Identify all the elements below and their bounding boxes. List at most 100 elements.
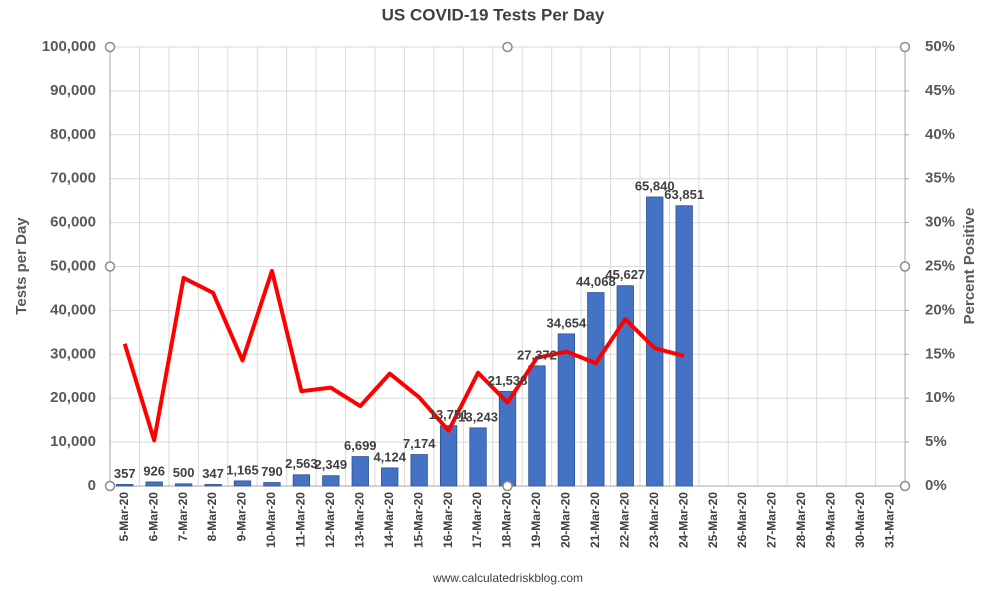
data-label: 63,851 (664, 187, 704, 202)
x-tick-label: 21-Mar-20 (588, 492, 602, 548)
bar (263, 482, 281, 487)
data-label: 34,654 (547, 315, 588, 330)
bar (557, 333, 576, 487)
y2-axis-title: Percent Positive (961, 208, 978, 325)
x-tick-label: 17-Mar-20 (470, 492, 484, 548)
y2-tick-label: 15% (925, 345, 955, 362)
bar (292, 474, 311, 487)
y-tick-label: 50,000 (50, 257, 96, 274)
selection-handle (899, 261, 911, 272)
x-tick-label: 12-Mar-20 (323, 492, 337, 548)
bar (204, 484, 222, 487)
x-tick-label: 29-Mar-20 (824, 492, 838, 548)
bar (439, 425, 458, 487)
bar (233, 480, 252, 487)
bar (587, 292, 605, 487)
selection-handle (502, 480, 513, 492)
x-tick-label: 13-Mar-20 (352, 492, 366, 548)
bar (145, 481, 163, 487)
bar (174, 483, 193, 487)
y2-tick-label: 40% (925, 126, 955, 143)
x-tick-label: 27-Mar-20 (765, 492, 779, 548)
x-tick-label: 30-Mar-20 (853, 492, 867, 548)
x-tick-label: 31-Mar-20 (882, 492, 896, 548)
y2-tick-label: 20% (925, 301, 955, 318)
bar (528, 365, 546, 487)
selection-handle (899, 41, 911, 53)
data-label: 13,751 (429, 407, 469, 422)
bar (351, 456, 369, 487)
y-tick-label: 0 (88, 477, 96, 494)
x-tick-label: 6-Mar-20 (146, 492, 160, 542)
x-tick-label: 14-Mar-20 (382, 492, 396, 548)
data-label: 2,349 (315, 457, 348, 472)
x-tick-label: 28-Mar-20 (794, 492, 808, 548)
selection-handle (104, 41, 116, 53)
x-tick-label: 22-Mar-20 (617, 492, 631, 548)
x-tick-label: 18-Mar-20 (500, 492, 514, 548)
y2-tick-label: 10% (925, 389, 955, 406)
x-tick-label: 15-Mar-20 (411, 492, 425, 548)
bar (675, 205, 693, 487)
x-tick-label: 24-Mar-20 (676, 492, 690, 548)
data-label: 7,174 (403, 436, 436, 451)
x-tick-label: 25-Mar-20 (706, 492, 720, 548)
data-label: 926 (143, 463, 165, 478)
data-label: 6,699 (344, 438, 377, 453)
y-tick-label: 60,000 (50, 214, 96, 231)
y2-tick-label: 25% (925, 257, 955, 274)
bar (498, 391, 517, 487)
source: www.calculatedriskblog.com (432, 571, 583, 585)
y2-tick-label: 30% (925, 214, 955, 231)
x-tick-label: 23-Mar-20 (647, 492, 661, 548)
bar (616, 285, 634, 487)
y-tick-label: 10,000 (50, 433, 96, 450)
y2-tick-label: 0% (925, 477, 947, 494)
data-label: 2,563 (285, 456, 318, 471)
x-tick-label: 20-Mar-20 (559, 492, 573, 548)
y-tick-label: 20,000 (50, 389, 96, 406)
x-tick-label: 19-Mar-20 (529, 492, 543, 548)
x-tick-label: 11-Mar-20 (294, 492, 308, 548)
y2-tick-label: 50% (925, 38, 955, 55)
selection-handle (104, 261, 116, 272)
data-label: 21,538 (488, 373, 528, 388)
bar (410, 454, 428, 487)
y2-tick-label: 35% (925, 170, 955, 187)
data-label: 65,840 (635, 178, 675, 193)
data-label: 357 (114, 466, 136, 481)
y-tick-label: 80,000 (50, 126, 96, 143)
y-tick-label: 40,000 (50, 301, 96, 318)
x-tick-label: 10-Mar-20 (264, 492, 278, 548)
data-label: 45,627 (605, 267, 645, 282)
data-label: 27,372 (517, 347, 557, 362)
y2-tick-label: 5% (925, 433, 947, 450)
data-label: 44,068 (576, 274, 616, 289)
x-tick-label: 16-Mar-20 (441, 492, 455, 548)
y-axis-title: Tests per Day (13, 217, 30, 315)
selection-handle (899, 480, 911, 492)
data-label: 347 (202, 466, 224, 481)
y-tick-label: 70,000 (50, 170, 96, 187)
data-label: 13,243 (458, 409, 498, 424)
x-tick-label: 7-Mar-20 (176, 492, 190, 542)
data-label: 1,165 (226, 462, 259, 477)
y-tick-label: 30,000 (50, 345, 96, 362)
x-tick-label: 8-Mar-20 (205, 492, 219, 542)
x-tick-label: 26-Mar-20 (735, 492, 749, 548)
bar (116, 484, 134, 487)
y-tick-label: 90,000 (50, 82, 96, 99)
selection-handle (502, 41, 513, 53)
bar (381, 467, 399, 487)
x-tick-label: 9-Mar-20 (235, 492, 249, 542)
data-label: 500 (173, 465, 195, 480)
chart-title: US COVID-19 Tests Per Day (382, 5, 605, 24)
data-label: 790 (261, 464, 283, 479)
y-tick-label: 100,000 (42, 38, 96, 55)
line (122, 268, 685, 443)
bar (322, 475, 340, 487)
bar (469, 427, 487, 487)
data-label: 4,124 (373, 449, 406, 464)
y2-tick-label: 45% (925, 82, 955, 99)
